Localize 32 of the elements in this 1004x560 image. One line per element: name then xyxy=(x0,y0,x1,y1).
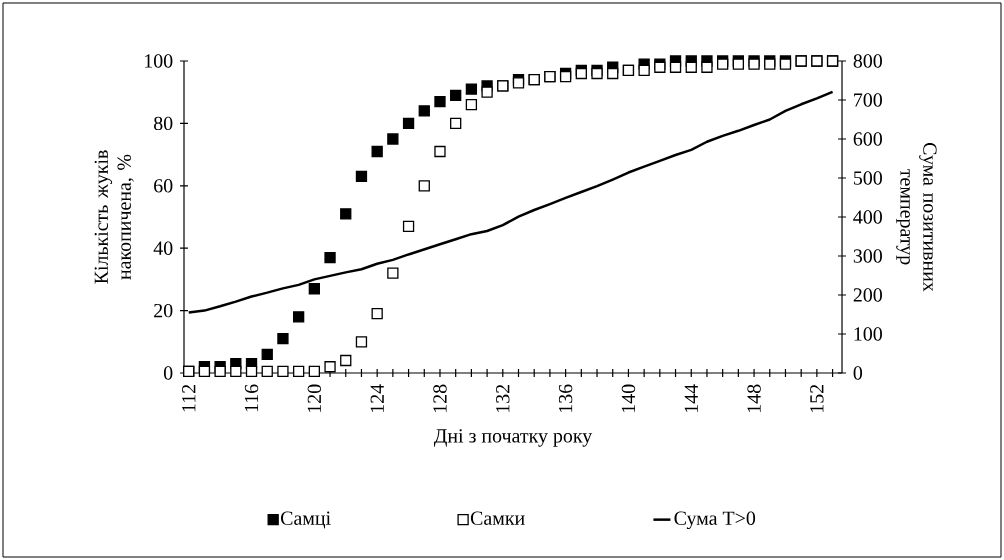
y-axis-title: Кількість жуків накопичена, % xyxy=(94,150,134,284)
y-tick-label: 80 xyxy=(154,116,173,131)
legend-label: Самці xyxy=(280,511,331,529)
y2-tick-label: 500 xyxy=(854,171,882,185)
y2-tick-label: 800 xyxy=(853,54,882,68)
x-tick-label: 116 xyxy=(244,384,259,412)
x-tick-label: 152 xyxy=(810,384,824,412)
y-tick-label: 0 xyxy=(163,366,173,380)
y-tick-label: 100 xyxy=(145,54,173,68)
y2-tick-label: 300 xyxy=(853,249,882,263)
legend-label: Сума T>0 xyxy=(674,511,756,530)
y2-tick-label: 400 xyxy=(853,210,882,224)
y-tick-label: 40 xyxy=(153,241,173,255)
x-tick-label: 144 xyxy=(684,384,698,412)
x-axis-title: Дні з початку року xyxy=(433,429,593,447)
x-tick-label: 128 xyxy=(433,384,447,412)
legend-label: Самки xyxy=(470,511,525,525)
x-tick-label: 148 xyxy=(747,384,761,412)
x-tick-label: 120 xyxy=(307,384,322,412)
y2-tick-label: 600 xyxy=(853,132,882,146)
y-tick-label: 20 xyxy=(154,303,173,318)
y2-tick-label: 0 xyxy=(853,366,863,380)
x-tick-label: 140 xyxy=(621,384,636,412)
y2-axis-title: Сума позитивних температур xyxy=(896,142,937,292)
x-tick-label: 112 xyxy=(182,384,196,412)
y2-tick-label: 200 xyxy=(853,288,882,302)
y-tick-label: 60 xyxy=(154,179,173,193)
x-tick-label: 132 xyxy=(496,384,510,412)
y2-tick-label: 100 xyxy=(854,327,882,341)
y2-tick-label: 700 xyxy=(854,93,882,107)
x-tick-label: 124 xyxy=(370,384,384,412)
x-tick-label: 136 xyxy=(558,384,573,412)
